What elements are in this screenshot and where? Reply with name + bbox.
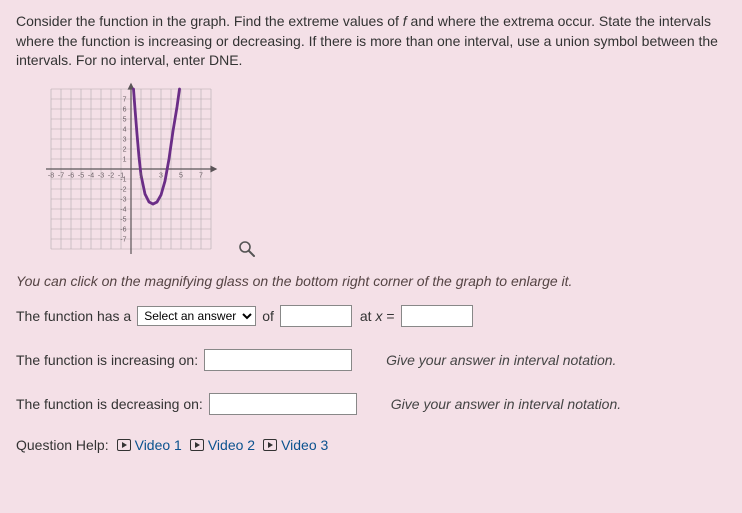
play-icon [263,439,277,451]
svg-text:5: 5 [123,116,127,123]
svg-text:-1: -1 [118,172,124,179]
svg-text:-3: -3 [98,172,104,179]
video-link-3[interactable]: Video 3 [263,437,328,453]
decreasing-input[interactable] [209,393,357,415]
extreme-prefix: The function has a [16,308,131,324]
question-help: Question Help: Video 1 Video 2 Video 3 [16,437,726,453]
increasing-input[interactable] [204,349,352,371]
play-icon [117,439,131,451]
magnify-icon[interactable] [238,240,256,261]
help-label: Question Help: [16,437,109,453]
decreasing-label: The function is decreasing on: [16,396,203,412]
question-text: Consider the function in the graph. Find… [16,12,726,71]
video-link-3-text: Video 3 [281,437,328,453]
video-link-1[interactable]: Video 1 [117,437,182,453]
svg-text:1: 1 [139,172,143,179]
extreme-row: The function has a Select an answer of a… [16,305,726,327]
decreasing-row: The function is decreasing on: Give your… [16,393,726,415]
extreme-at-label: at x = [360,308,395,324]
graph-container: 1234567-1-2-3-4-5-6-71357-1-2-3-4-5-6-7-… [16,79,260,263]
svg-text:-2: -2 [108,172,114,179]
svg-text:-5: -5 [78,172,84,179]
function-graph: 1234567-1-2-3-4-5-6-71357-1-2-3-4-5-6-7-… [16,79,246,259]
question-body: Consider the function in the graph. Find… [16,13,718,68]
svg-text:4: 4 [123,126,127,133]
svg-text:-6: -6 [120,226,126,233]
extreme-type-select[interactable]: Select an answer [137,306,256,326]
svg-text:7: 7 [199,172,203,179]
svg-text:2: 2 [123,146,127,153]
svg-text:3: 3 [159,172,163,179]
svg-text:1: 1 [123,156,127,163]
video-link-2[interactable]: Video 2 [190,437,255,453]
extreme-x-input[interactable] [401,305,473,327]
svg-text:6: 6 [123,106,127,113]
increasing-after: Give your answer in interval notation. [386,352,616,368]
video-link-1-text: Video 1 [135,437,182,453]
increasing-row: The function is increasing on: Give your… [16,349,726,371]
extreme-value-input[interactable] [280,305,352,327]
play-icon [190,439,204,451]
extreme-mid: of [262,308,274,324]
svg-text:-4: -4 [120,206,126,213]
svg-text:-8: -8 [48,172,54,179]
svg-text:-5: -5 [120,216,126,223]
svg-text:-7: -7 [58,172,64,179]
svg-text:5: 5 [179,172,183,179]
svg-text:-2: -2 [120,186,126,193]
svg-text:-3: -3 [120,196,126,203]
svg-text:-7: -7 [120,236,126,243]
magnify-hint: You can click on the magnifying glass on… [16,273,726,289]
svg-text:3: 3 [123,136,127,143]
video-link-2-text: Video 2 [208,437,255,453]
svg-text:7: 7 [123,96,127,103]
increasing-label: The function is increasing on: [16,352,198,368]
svg-text:-4: -4 [88,172,94,179]
svg-text:-6: -6 [68,172,74,179]
decreasing-after: Give your answer in interval notation. [391,396,621,412]
